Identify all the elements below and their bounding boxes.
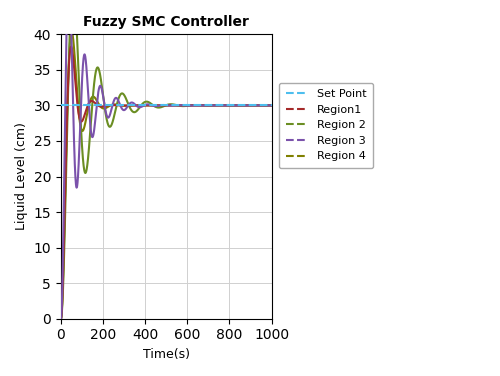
Legend: Set Point, Region1, Region 2, Region 3, Region 4: Set Point, Region1, Region 2, Region 3, … xyxy=(279,83,373,168)
Title: Fuzzy SMC Controller: Fuzzy SMC Controller xyxy=(84,15,249,29)
Y-axis label: Liquid Level (cm): Liquid Level (cm) xyxy=(15,123,28,230)
X-axis label: Time(s): Time(s) xyxy=(142,348,190,361)
